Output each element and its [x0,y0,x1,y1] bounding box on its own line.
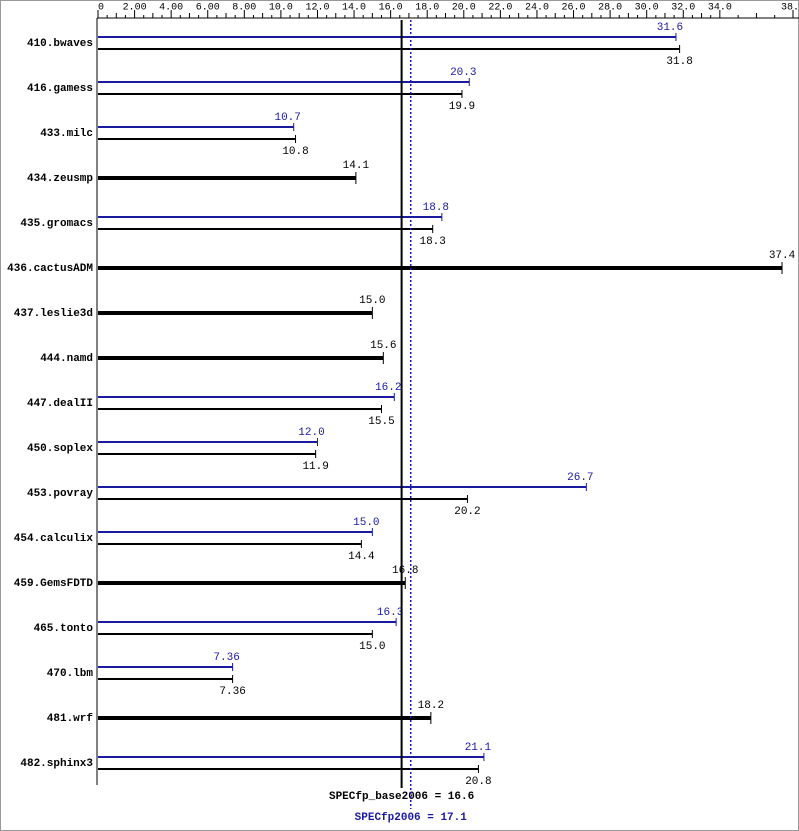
peak-value-label: 10.7 [274,112,300,124]
base-value-label: 10.8 [282,146,308,158]
base-value-label: 11.9 [302,461,328,473]
base-value-label: 15.5 [368,416,394,428]
base-value-label: 19.9 [449,101,475,113]
x-tick-label: 2.00 [123,3,147,14]
category-label: 454.calculix [14,533,94,545]
peak-value-label: 20.3 [450,67,476,79]
category-label: 453.povray [27,488,93,500]
base-value-label: 7.36 [219,686,245,698]
x-tick-label: 30.0 [635,3,659,14]
x-tick-label: 14.0 [342,3,366,14]
category-label: 465.tonto [34,623,94,635]
category-label: 470.lbm [47,668,94,680]
base-value-label: 15.6 [370,340,396,352]
category-label: 437.leslie3d [14,308,93,320]
x-tick-label: 22.0 [488,3,512,14]
base-value-label: 31.8 [666,56,692,68]
base-value-label: 37.4 [769,250,796,262]
category-label: 433.milc [40,128,93,140]
peak-value-label: 21.1 [465,742,492,754]
base-value-label: 20.8 [465,776,491,788]
category-label: 481.wrf [47,713,94,725]
base-value-label: 15.0 [359,641,385,653]
x-tick-label: 28.0 [598,3,622,14]
category-label: 459.GemsFDTD [14,578,94,590]
peak-value-label: 12.0 [298,427,324,439]
peak-value-label: 31.6 [657,22,683,34]
category-label: 447.dealII [27,398,93,410]
base-value-label: 15.0 [359,295,385,307]
x-tick-label: 8.00 [232,3,256,14]
category-label: 435.gromacs [20,218,93,230]
category-label: 416.gamess [27,83,93,95]
category-label: 410.bwaves [27,38,93,50]
summary-label: SPECfp_base2006 = 16.6 [329,791,474,803]
x-tick-label: 34.0 [708,3,732,14]
base-value-label: 16.8 [392,565,418,577]
base-value-label: 18.3 [419,236,445,248]
category-label: 450.soplex [27,443,93,455]
x-tick-label: 24.0 [525,3,549,14]
base-value-label: 20.2 [454,506,480,518]
x-tick-label: 20.0 [452,3,476,14]
x-tick-label: 4.00 [159,3,183,14]
x-tick-label: 32.0 [671,3,695,14]
category-label: 436.cactusADM [7,263,93,275]
base-value-label: 18.2 [418,700,444,712]
x-tick-label: 6.00 [196,3,220,14]
x-tick-label: 38.0 [781,3,799,14]
category-label: 444.namd [40,353,93,365]
category-label: 434.zeusmp [27,173,93,185]
category-label: 482.sphinx3 [20,758,93,770]
x-tick-label: 16.0 [379,3,403,14]
x-tick-label: 10.0 [269,3,293,14]
peak-value-label: 16.2 [375,382,401,394]
base-value-label: 14.4 [348,551,375,563]
x-tick-label: 18.0 [415,3,439,14]
peak-value-label: 15.0 [353,517,379,529]
peak-value-label: 18.8 [423,202,449,214]
summary-label: SPECfp2006 = 17.1 [355,812,468,824]
peak-value-label: 16.3 [377,607,403,619]
peak-value-label: 26.7 [567,472,593,484]
x-tick-label: 26.0 [562,3,586,14]
peak-value-label: 7.36 [213,652,239,664]
base-value-label: 14.1 [343,160,370,172]
x-tick-label: 0 [98,3,104,14]
x-tick-label: 12.0 [305,3,329,14]
